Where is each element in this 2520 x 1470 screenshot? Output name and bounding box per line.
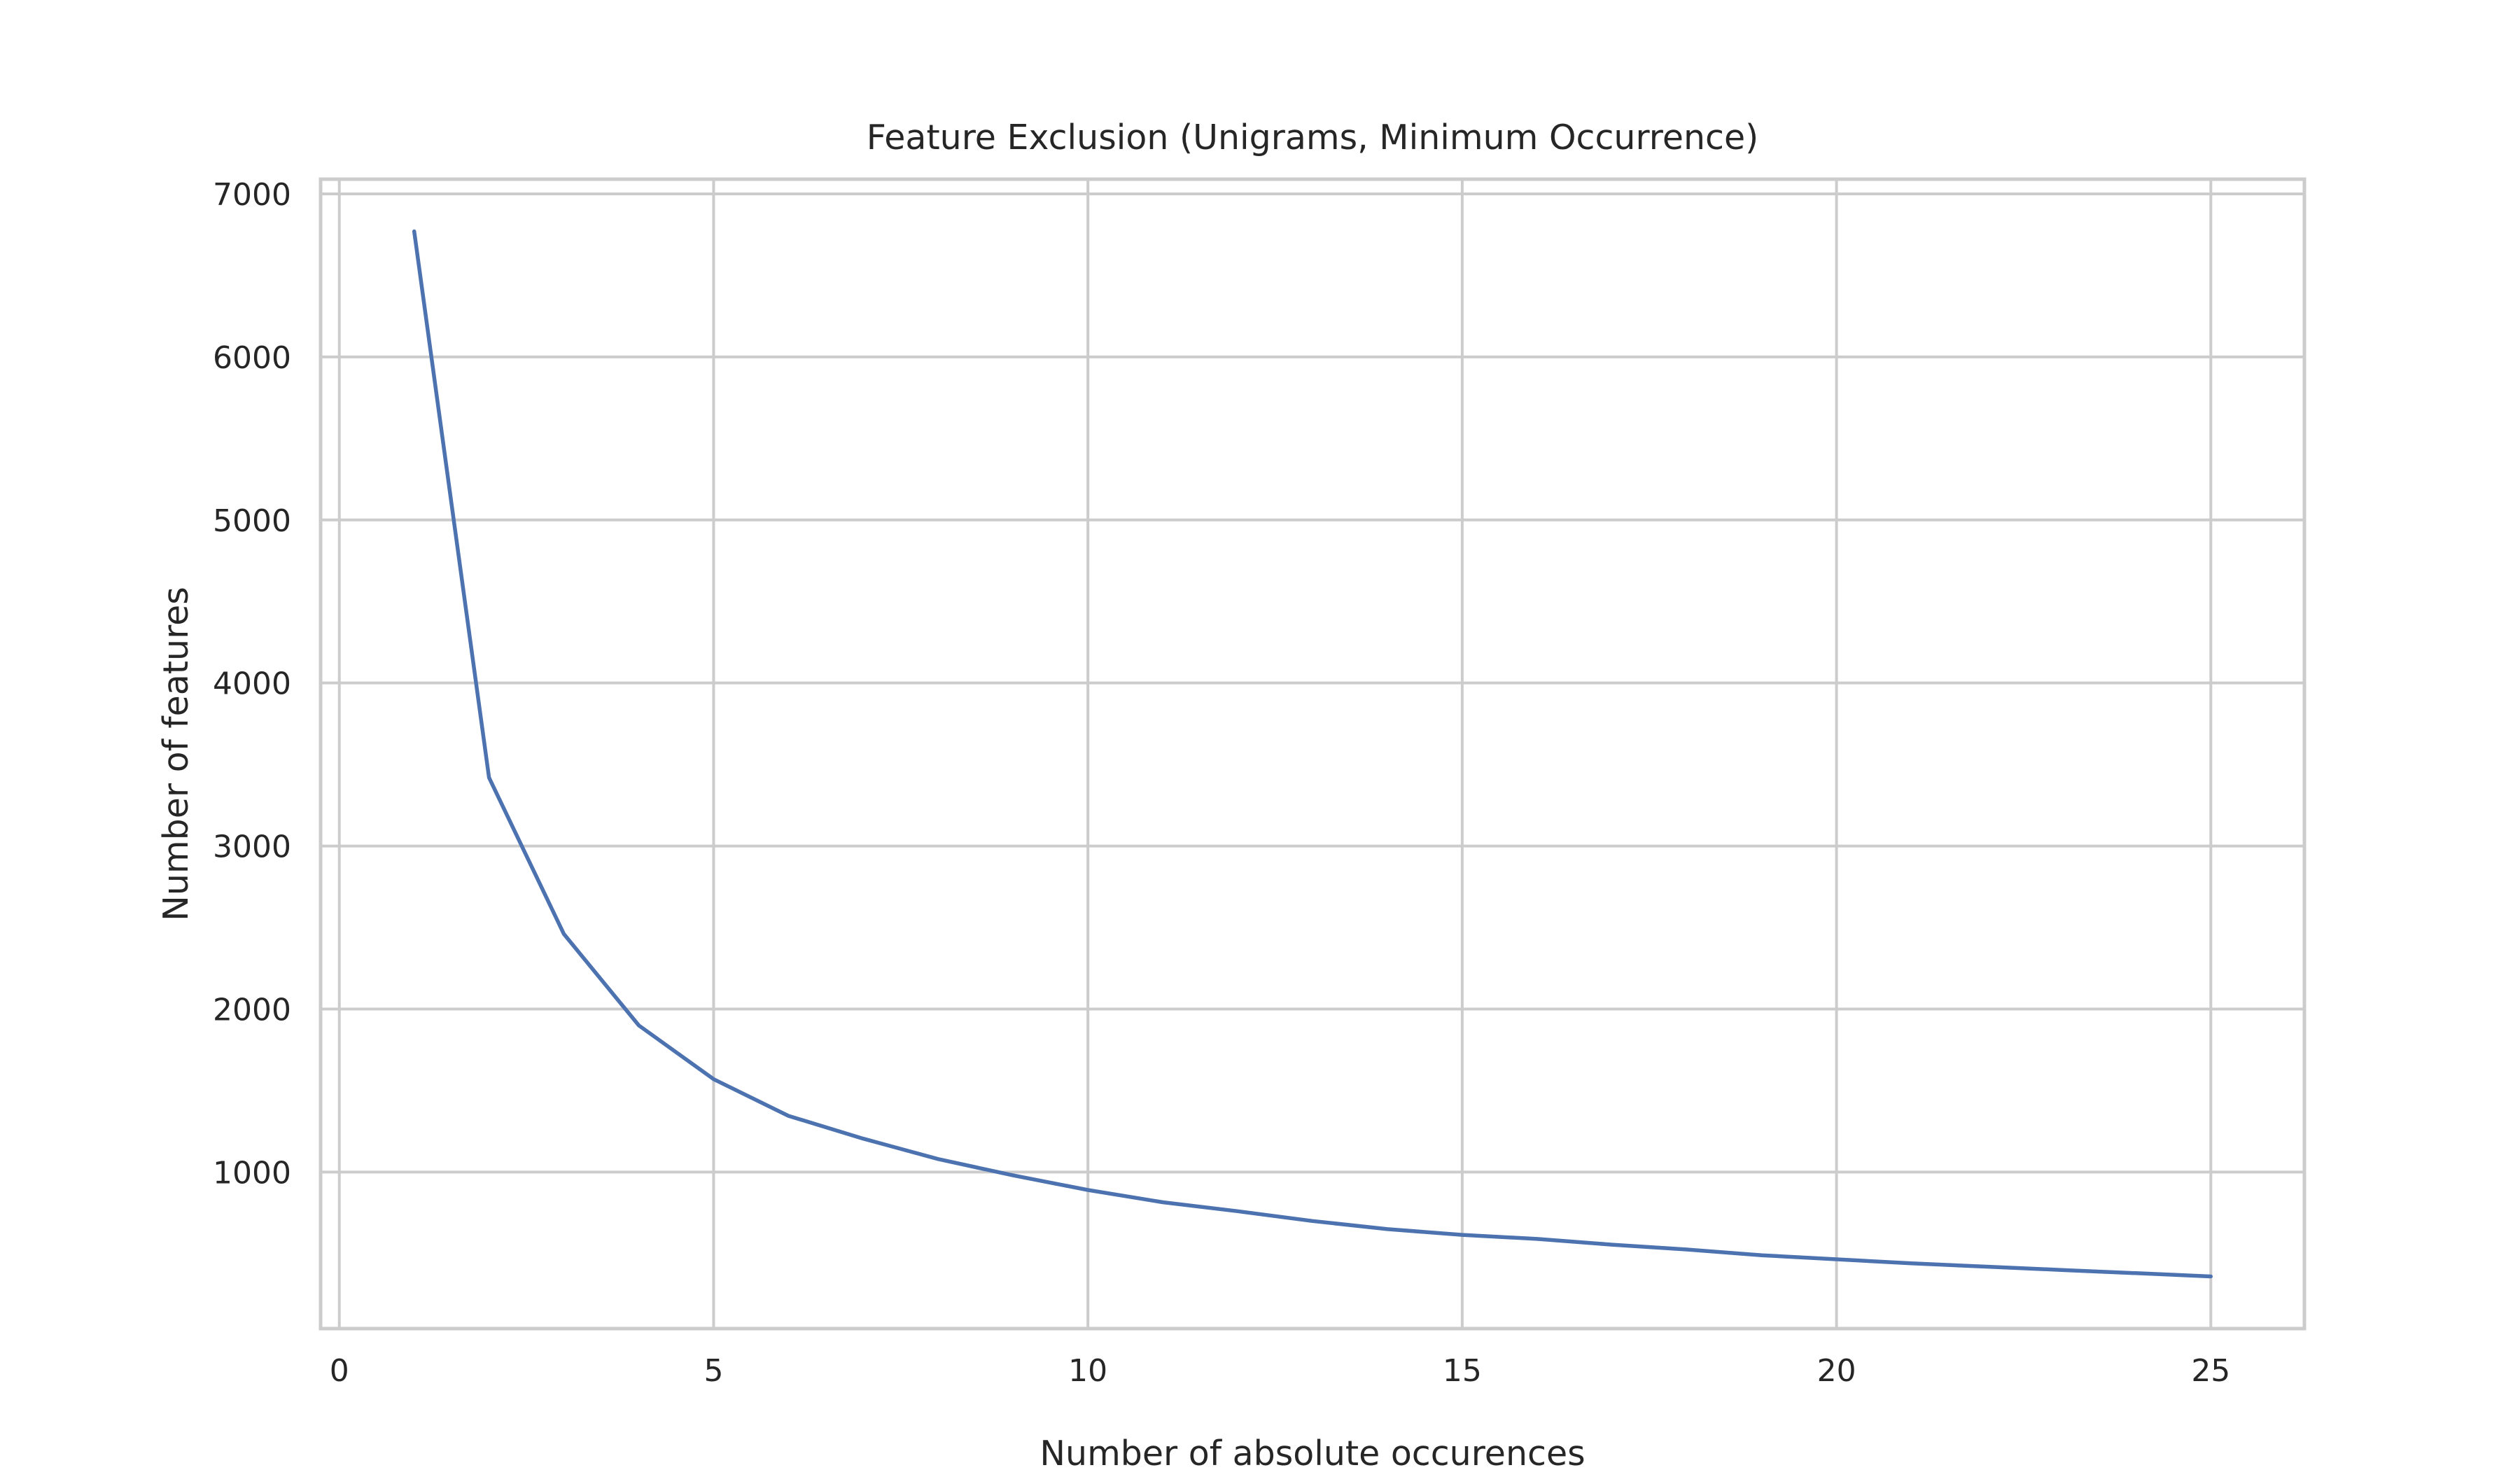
grid — [321, 179, 2304, 1329]
y-tick-label-5000: 5000 — [213, 503, 291, 539]
x-tick-labels: 0 5 10 15 20 25 — [330, 1353, 2231, 1389]
y-tick-label-7000: 7000 — [213, 177, 291, 213]
y-tick-label-3000: 3000 — [213, 830, 291, 865]
x-tick-label-0: 0 — [330, 1353, 349, 1389]
y-tick-label-6000: 6000 — [213, 340, 291, 376]
y-tick-label-2000: 2000 — [213, 993, 291, 1028]
series-line-0 — [412, 229, 2213, 1279]
y-tick-labels: 1000 2000 3000 4000 5000 6000 7000 — [213, 177, 291, 1191]
y-axis-label: Number of features — [156, 587, 196, 921]
x-tick-label-20: 20 — [1817, 1353, 1856, 1389]
series-layer — [412, 229, 2213, 1279]
x-tick-label-5: 5 — [704, 1353, 723, 1389]
y-tick-label-1000: 1000 — [213, 1155, 291, 1191]
chart-title: Feature Exclusion (Unigrams, Minimum Occ… — [867, 118, 1758, 158]
x-tick-label-25: 25 — [2191, 1353, 2230, 1389]
plot-frame — [318, 177, 2306, 1331]
x-tick-label-15: 15 — [1443, 1353, 1482, 1389]
y-tick-label-4000: 4000 — [213, 666, 291, 702]
x-tick-label-10: 10 — [1068, 1353, 1107, 1389]
x-axis-label: Number of absolute occurences — [1040, 1434, 1585, 1470]
